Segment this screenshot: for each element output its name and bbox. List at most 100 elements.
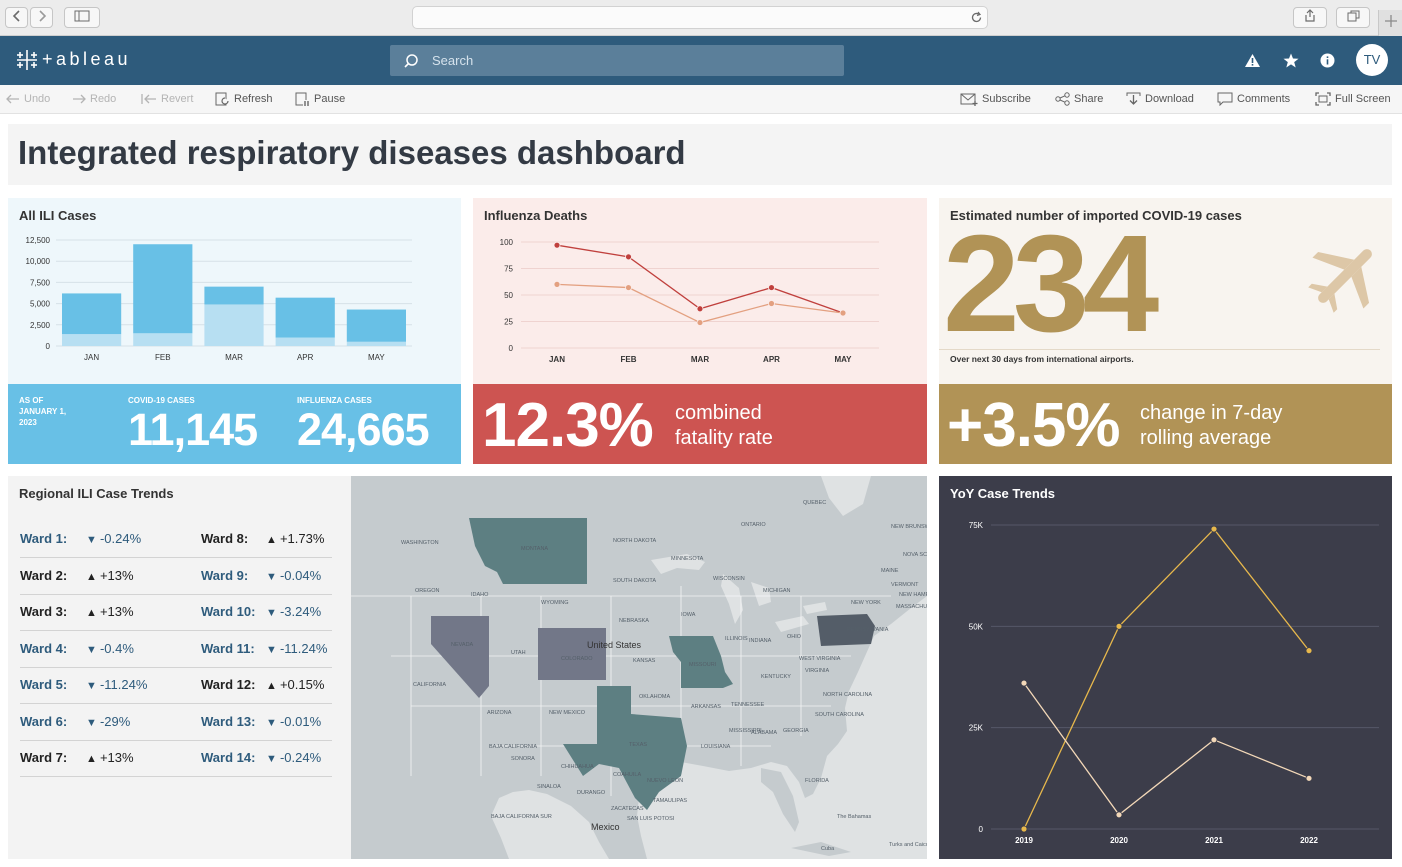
deaths-point[interactable] xyxy=(768,300,775,307)
deaths-point[interactable] xyxy=(696,305,704,313)
ward-value-down: ▼ -11.24% xyxy=(266,632,327,667)
ili-bar[interactable] xyxy=(346,341,406,346)
yoy-point[interactable] xyxy=(1115,622,1123,630)
deaths-point[interactable] xyxy=(768,284,775,291)
state-colorado[interactable] xyxy=(538,628,606,680)
triangle-down-icon: ▼ xyxy=(266,716,280,729)
map-state-label: TENNESSEE xyxy=(731,702,765,708)
state-texas[interactable] xyxy=(563,686,687,810)
reload-icon[interactable] xyxy=(970,11,983,24)
deaths-point[interactable] xyxy=(696,319,704,326)
deaths-point[interactable] xyxy=(625,253,632,261)
ward-label: Ward 12: xyxy=(201,677,256,692)
sidebar-icon xyxy=(74,10,90,22)
new-tab-button[interactable] xyxy=(1378,10,1402,36)
covid-cases-value: 11,145 xyxy=(128,404,258,455)
undo-button[interactable]: Undo xyxy=(6,85,50,114)
influenza-cases-value: 24,665 xyxy=(297,404,430,455)
ili-bar[interactable] xyxy=(204,286,264,305)
avatar[interactable]: TV xyxy=(1356,44,1388,76)
yoy-point[interactable] xyxy=(1305,647,1313,655)
deaths-y-tick: 25 xyxy=(504,318,513,327)
ward-value-up: ▲ +1.73% xyxy=(266,522,324,557)
map-state-label: SONORA xyxy=(511,756,535,762)
triangle-down-icon: ▼ xyxy=(266,643,280,656)
deaths-point[interactable] xyxy=(839,309,847,317)
state-pennsylvania[interactable] xyxy=(817,614,875,646)
us-map[interactable]: WASHINGTON MONTANA NORTH DAKOTA SOUTH DAKOT… xyxy=(351,476,927,859)
deaths-x-tick: JAN xyxy=(549,355,565,364)
tabs-button[interactable] xyxy=(1336,7,1370,28)
info-icon[interactable] xyxy=(1320,53,1335,68)
ili-x-tick: MAY xyxy=(368,353,385,362)
subscribe-button[interactable]: Subscribe xyxy=(960,85,1031,114)
yoy-point[interactable] xyxy=(1210,525,1218,533)
state-montana[interactable] xyxy=(469,518,587,584)
ward-change: -0.04% xyxy=(279,567,322,583)
alert-icon[interactable] xyxy=(1244,53,1261,68)
ili-y-tick: 0 xyxy=(46,342,51,351)
back-button[interactable] xyxy=(5,7,28,28)
deaths-y-tick: 75 xyxy=(504,265,513,274)
yoy-title: YoY Case Trends xyxy=(950,486,1056,501)
ili-bar[interactable] xyxy=(62,334,122,346)
ili-bar[interactable] xyxy=(62,293,122,335)
sidebar-button[interactable] xyxy=(64,7,100,28)
dashboard: Integrated respiratory diseases dashboar… xyxy=(0,114,1402,867)
ward-row: Ward 3: ▲ +13% Ward 10: ▼ -3.24% xyxy=(20,595,332,631)
share-browser-button[interactable] xyxy=(1293,7,1327,28)
ward-value-down: ▼ -0.24% xyxy=(86,522,141,557)
ili-bar[interactable] xyxy=(275,297,335,338)
yoy-point[interactable] xyxy=(1115,811,1123,819)
ili-bar[interactable] xyxy=(204,304,264,346)
rolling-average-caption: change in 7-day rolling average xyxy=(1140,401,1282,451)
download-button[interactable]: Download xyxy=(1126,85,1194,114)
share-icon xyxy=(1305,9,1315,22)
ili-bar[interactable] xyxy=(133,244,193,334)
revert-label: Revert xyxy=(161,93,194,105)
map-hudson-bay xyxy=(821,476,871,516)
yoy-x-tick: 2021 xyxy=(1205,836,1223,845)
revert-button[interactable]: Revert xyxy=(141,85,193,114)
comments-button[interactable]: Comments xyxy=(1217,85,1290,114)
deaths-title: Influenza Deaths xyxy=(484,208,588,223)
forward-button[interactable] xyxy=(30,7,53,28)
triangle-up-icon: ▲ xyxy=(86,570,100,583)
search-box[interactable]: Search xyxy=(390,45,844,76)
map-state-labels: WASHINGTON MONTANA NORTH DAKOTA SOUTH DAKOT… xyxy=(401,500,927,852)
yoy-point[interactable] xyxy=(1020,825,1028,833)
download-label: Download xyxy=(1145,93,1194,105)
covid-cases-label: COVID-19 CASES xyxy=(128,396,195,405)
triangle-up-icon: ▲ xyxy=(266,534,280,546)
map-state-label: MASSACHUSETTS xyxy=(896,604,927,610)
fullscreen-button[interactable]: Full Screen xyxy=(1315,85,1391,114)
map-country-label: United States xyxy=(587,640,642,650)
ili-bar[interactable] xyxy=(133,333,193,346)
deaths-point[interactable] xyxy=(553,281,561,288)
redo-button[interactable]: Redo xyxy=(72,85,116,114)
deaths-series-line xyxy=(556,244,844,314)
ili-bar[interactable] xyxy=(346,309,406,342)
star-icon[interactable] xyxy=(1283,53,1299,68)
map-state-label: ARIZONA xyxy=(487,710,512,716)
pause-button[interactable]: Pause xyxy=(295,85,345,114)
yoy-point[interactable] xyxy=(1305,774,1313,782)
pause-label: Pause xyxy=(314,93,346,105)
yoy-x-tick: 2022 xyxy=(1300,836,1318,845)
refresh-button[interactable]: Refresh xyxy=(215,85,273,114)
comment-icon xyxy=(1217,92,1233,107)
map-state-label: VIRGINIA xyxy=(805,668,829,674)
yoy-point[interactable] xyxy=(1020,679,1028,687)
state-nevada[interactable] xyxy=(431,616,489,698)
deaths-point[interactable] xyxy=(553,241,561,249)
yoy-point[interactable] xyxy=(1210,736,1218,744)
state-missouri[interactable] xyxy=(669,636,733,688)
share-button[interactable]: Share xyxy=(1055,85,1103,114)
ili-bar[interactable] xyxy=(275,337,335,346)
search-icon xyxy=(404,54,418,68)
map-state-label: LOUISIANA xyxy=(701,744,731,750)
deaths-point[interactable] xyxy=(625,284,632,291)
ili-kpi-panel: AS OF JANUARY 1, 2023 COVID-19 CASES 11,… xyxy=(8,384,461,464)
map-state-label: NEW BRUNSWICK xyxy=(891,524,927,530)
address-bar[interactable] xyxy=(412,6,988,29)
